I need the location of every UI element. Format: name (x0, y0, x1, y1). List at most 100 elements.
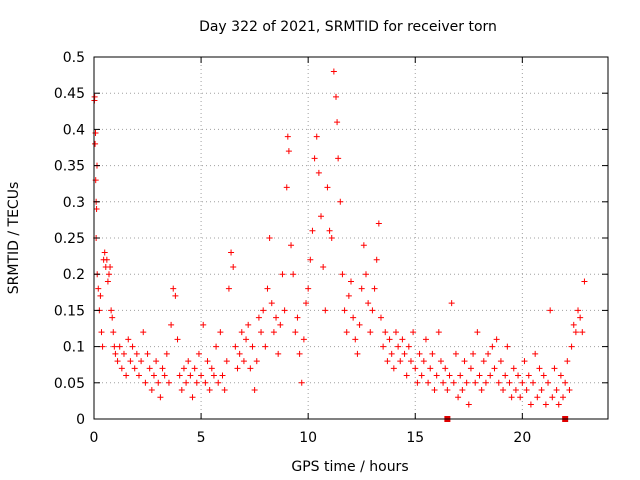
data-point (478, 387, 485, 394)
data-point (452, 350, 459, 357)
data-point (519, 379, 526, 386)
data-point (290, 271, 297, 278)
data-point (534, 394, 541, 401)
data-point (437, 358, 444, 365)
data-point (92, 140, 99, 147)
data-point (318, 213, 325, 220)
data-point (157, 394, 164, 401)
data-point (277, 321, 284, 328)
data-point (247, 365, 254, 372)
data-point (120, 350, 127, 357)
data-point (482, 379, 489, 386)
data-point (129, 343, 136, 350)
data-point (180, 365, 187, 372)
data-point (487, 372, 494, 379)
data-point (333, 93, 340, 100)
data-point (202, 379, 209, 386)
data-point (525, 372, 532, 379)
data-point (127, 358, 134, 365)
data-point (429, 350, 436, 357)
data-point (369, 307, 376, 314)
data-point (420, 358, 427, 365)
data-point (313, 133, 320, 140)
data-point (500, 387, 507, 394)
data-point (540, 372, 547, 379)
data-point (549, 394, 556, 401)
data-point (150, 372, 157, 379)
data-point (371, 285, 378, 292)
y-tick-label: 0.15 (54, 303, 85, 319)
data-point (208, 365, 215, 372)
data-point (315, 169, 322, 176)
data-point (497, 358, 504, 365)
data-point (566, 387, 573, 394)
data-point (348, 278, 354, 285)
data-point (330, 68, 337, 75)
data-point (334, 119, 341, 126)
data-point (390, 365, 397, 372)
data-point (142, 379, 149, 386)
data-point (258, 329, 265, 336)
data-point (105, 271, 112, 278)
data-point (457, 372, 464, 379)
data-point (238, 329, 245, 336)
data-points (91, 68, 588, 408)
data-point (504, 343, 511, 350)
y-tick-label: 0.45 (54, 86, 85, 102)
data-point (476, 372, 483, 379)
data-point (303, 300, 310, 307)
data-point (388, 350, 395, 357)
data-point (384, 358, 391, 365)
data-point (506, 379, 513, 386)
data-point (123, 372, 130, 379)
data-point (551, 365, 558, 372)
data-point (281, 307, 288, 314)
data-point (114, 358, 121, 365)
chart-title: Day 322 of 2021, SRMTID for receiver tor… (199, 19, 497, 35)
data-point (159, 365, 166, 372)
data-point (435, 329, 442, 336)
data-point (442, 365, 449, 372)
data-point (373, 256, 380, 263)
data-point (377, 314, 384, 321)
data-point (255, 314, 262, 321)
data-point (217, 329, 224, 336)
data-point (138, 358, 145, 365)
data-point (230, 263, 237, 270)
data-point (251, 387, 258, 394)
data-point (365, 300, 372, 307)
data-point (223, 358, 230, 365)
data-point (111, 343, 118, 350)
data-point (422, 336, 429, 343)
data-point (414, 379, 421, 386)
data-point (467, 365, 474, 372)
data-point (495, 379, 502, 386)
data-point (480, 358, 487, 365)
data-point (206, 387, 213, 394)
data-point (125, 336, 132, 343)
data-point (502, 372, 509, 379)
x-tick-labels: 0 5 10 15 20 (90, 430, 532, 446)
data-point (557, 372, 564, 379)
data-point (95, 285, 102, 292)
y-tick-label: 0.2 (63, 267, 85, 283)
data-point (463, 379, 470, 386)
data-point (300, 336, 307, 343)
data-point (116, 343, 123, 350)
data-point (225, 285, 232, 292)
data-point (172, 292, 179, 299)
data-point (491, 365, 498, 372)
data-point (459, 387, 466, 394)
data-point (153, 358, 160, 365)
data-point (560, 394, 567, 401)
data-point (99, 343, 106, 350)
data-point (118, 365, 125, 372)
data-point (470, 350, 477, 357)
data-point (144, 350, 151, 357)
x-tick-label: 5 (197, 430, 206, 446)
data-point (581, 278, 588, 285)
data-point (555, 401, 562, 408)
data-point (264, 285, 271, 292)
data-point (448, 300, 455, 307)
